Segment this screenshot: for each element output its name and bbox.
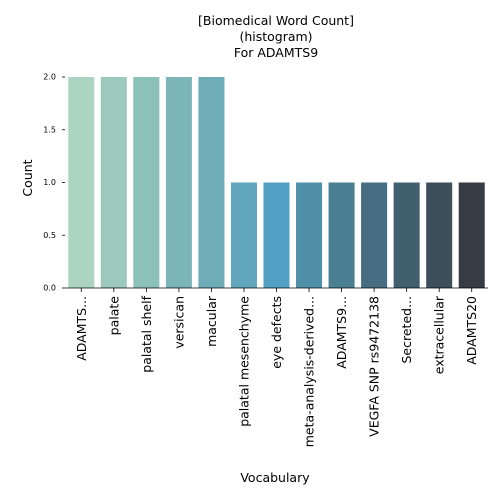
x-tick-label-6: eye defects	[269, 296, 284, 369]
bar-3	[165, 77, 192, 288]
bar-11	[426, 182, 453, 288]
bars-group	[68, 77, 485, 288]
bar-4	[198, 77, 225, 288]
chart-title: [Biomedical Word Count] (histogram) For …	[198, 13, 354, 60]
y-tick-label-4: 2.0	[43, 73, 56, 82]
x-tick-label-0: ADAMTS...	[74, 296, 89, 361]
x-tick-label-12: ADAMTS20	[464, 296, 479, 365]
x-tick-label-5: palatal mesenchyme	[236, 296, 251, 427]
y-tick-label-2: 1.0	[43, 178, 56, 187]
y-tick-label-3: 1.5	[43, 125, 56, 134]
bar-10	[393, 182, 420, 288]
x-tick-label-8: ADAMTS9...	[334, 296, 349, 369]
chart-title-line-1: [Biomedical Word Count]	[198, 13, 354, 28]
bar-2	[133, 77, 160, 288]
bar-6	[263, 182, 290, 288]
bar-7	[296, 182, 323, 288]
bar-5	[230, 182, 257, 288]
x-tick-label-11: extracellular	[432, 295, 447, 374]
bar-8	[328, 182, 355, 288]
x-tick-label-2: palatal shelf	[139, 295, 154, 372]
y-axis: 0.0 0.5 1.0 1.5 2.0	[43, 73, 65, 293]
y-axis-label: Count	[20, 159, 35, 196]
chart-title-line-2: (histogram)	[239, 29, 312, 44]
x-tick-label-9: VEGFA SNP rs9472138	[367, 296, 382, 437]
y-tick-label-0: 0.0	[43, 284, 56, 293]
x-tick-label-4: macular	[204, 295, 219, 347]
chart-title-line-3: For ADAMTS9	[234, 45, 318, 60]
bar-0	[68, 77, 95, 288]
x-axis-label: Vocabulary	[240, 470, 310, 485]
x-tick-label-1: palate	[106, 296, 121, 336]
bar-12	[458, 182, 485, 288]
bar-9	[361, 182, 388, 288]
y-tick-label-1: 0.5	[43, 231, 56, 240]
x-axis: ADAMTS... palate palatal shelf versican macu…	[65, 287, 488, 447]
x-tick-label-7: meta-analysis-derived...	[302, 296, 317, 447]
bar-1	[100, 77, 127, 288]
x-tick-label-10: Secreted...	[399, 296, 414, 364]
x-tick-label-3: versican	[171, 296, 186, 349]
